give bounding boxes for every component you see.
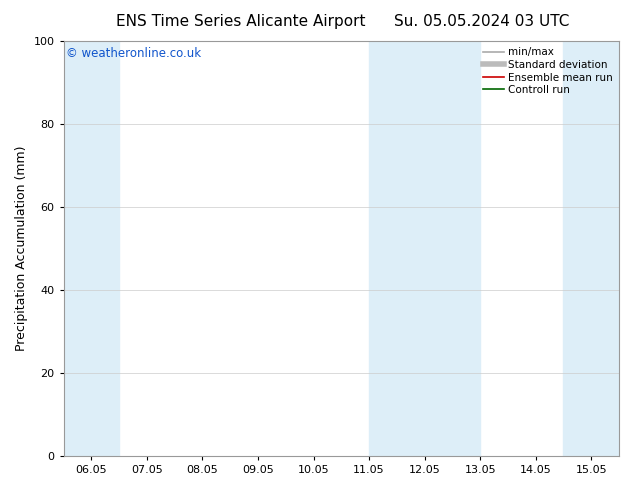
Bar (63, 41, 119, 456)
Bar (564, 41, 619, 456)
Text: ENS Time Series Alicante Airport: ENS Time Series Alicante Airport (116, 14, 366, 29)
Text: Su. 05.05.2024 03 UTC: Su. 05.05.2024 03 UTC (394, 14, 569, 29)
Y-axis label: Precipitation Accumulation (mm): Precipitation Accumulation (mm) (15, 146, 28, 351)
Text: © weatheronline.co.uk: © weatheronline.co.uk (67, 47, 202, 60)
Bar (369, 41, 480, 456)
Legend: min/max, Standard deviation, Ensemble mean run, Controll run: min/max, Standard deviation, Ensemble me… (480, 44, 616, 98)
